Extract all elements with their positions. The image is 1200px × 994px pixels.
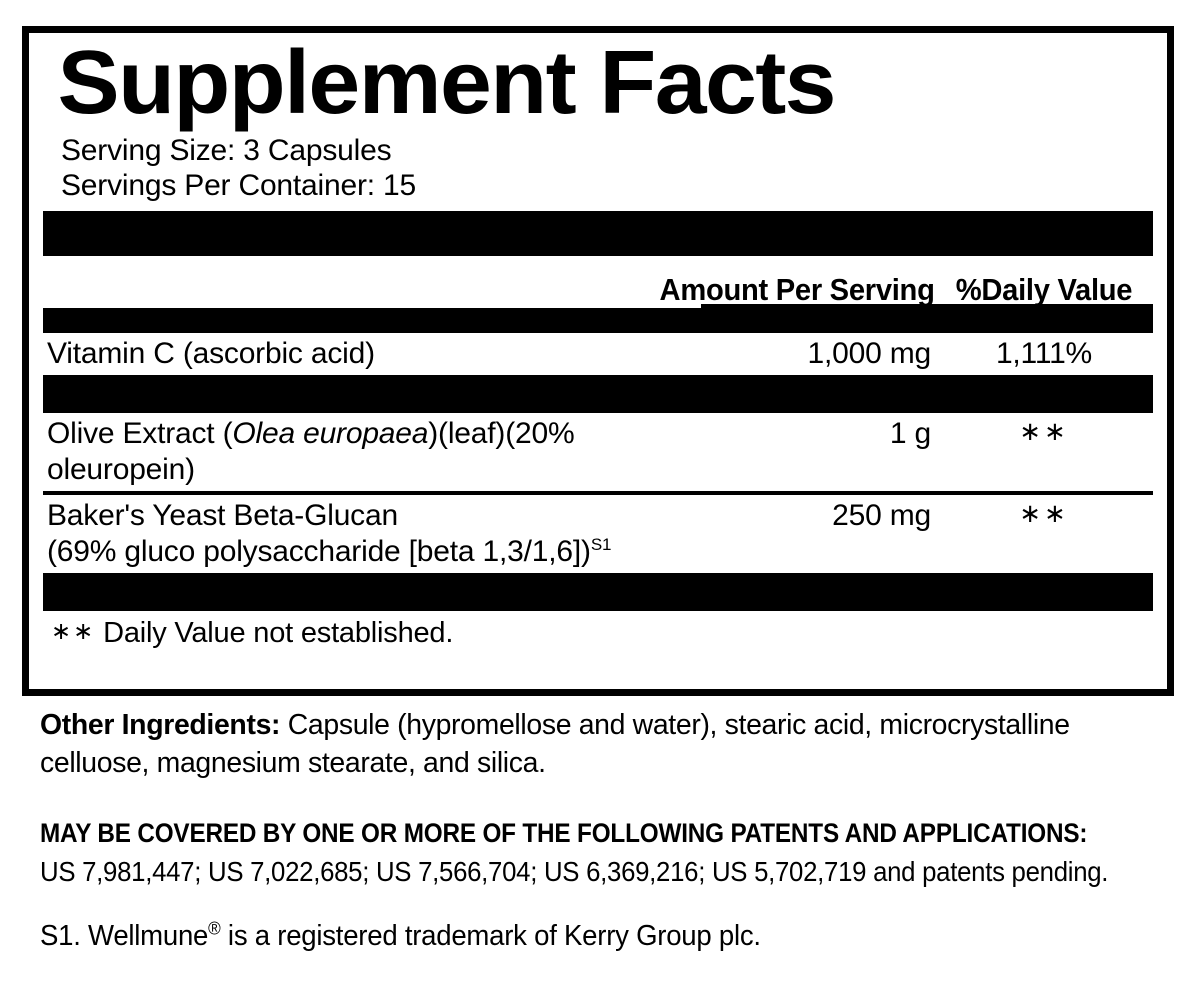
beta-glucan-line1: Baker's Yeast Beta-Glucan	[47, 499, 398, 533]
serving-size: Serving Size: 3 Capsules	[61, 134, 392, 168]
panel-title: Supplement Facts	[57, 33, 836, 133]
trademark-prefix: S1. Wellmune	[40, 919, 209, 952]
supplement-facts-panel: Supplement Facts Serving Size: 3 Capsule…	[22, 26, 1174, 696]
daily-value-stars: ∗∗	[1019, 416, 1069, 447]
column-header-rule	[701, 304, 1153, 309]
footnote-text: Daily Value not established.	[103, 617, 454, 650]
serving-info: Serving Size: 3 Capsules Servings Per Co…	[43, 127, 1153, 203]
amount-per-serving-header: Amount Per Serving	[659, 272, 935, 308]
table-row: Olive Extract (Olea europaea)(leaf)(20% …	[43, 413, 1153, 491]
nutrient-amount: 1 g	[889, 417, 931, 451]
beta-glucan-detail: (69% gluco polysaccharide [beta 1,3/1,6]…	[47, 535, 591, 569]
footnote-stars: ∗∗	[51, 618, 96, 646]
divider-bar-bottom	[43, 573, 1153, 612]
below-panel-content: Other Ingredients: Capsule (hypromellose…	[40, 706, 1180, 953]
trademark-notice: S1. Wellmune® is a registered trademark …	[40, 919, 1123, 954]
nutrient-amount: 250 mg	[832, 499, 931, 533]
daily-value-footnote: ∗∗ Daily Value not established.	[43, 611, 1153, 650]
divider-bar-mid	[43, 375, 1153, 414]
table-row: Baker's Yeast Beta-Glucan (69% gluco pol…	[43, 495, 1153, 573]
olive-extract-suffix: )(leaf)(20% oleuropein)	[47, 417, 575, 487]
nutrient-daily-value: ∗∗	[935, 416, 1153, 452]
beta-glucan-line2: (69% gluco polysaccharide [beta 1,3/1,6]…	[47, 534, 631, 570]
divider-bar-under-header	[43, 308, 1153, 334]
other-ingredients-text: Capsule (hypromellose and water), steari…	[40, 709, 1070, 780]
daily-value-header: %Daily Value	[955, 272, 1133, 308]
nutrient-name: Olive Extract (Olea europaea)(leaf)(20% …	[43, 416, 631, 488]
beta-glucan-footnote-marker: S1	[590, 535, 612, 555]
trademark-suffix: is a registered trademark of Kerry Group…	[220, 919, 761, 952]
olive-extract-prefix: Olive Extract (	[47, 417, 233, 451]
other-ingredients: Other Ingredients: Capsule (hypromellose…	[40, 706, 1157, 783]
other-ingredients-heading: Other Ingredients:	[40, 709, 281, 741]
nutrient-amount: 1,000 mg	[807, 337, 932, 371]
row-divider-rule	[43, 491, 1153, 496]
divider-bar-top	[43, 211, 1153, 257]
nutrient-name: Vitamin C (ascorbic acid)	[47, 337, 375, 371]
patents-heading: MAY BE COVERED BY ONE OR MORE OF THE FOL…	[40, 817, 1088, 848]
nutrient-daily-value: ∗∗	[935, 498, 1153, 534]
table-row: Vitamin C (ascorbic acid) 1,000 mg 1,111…	[43, 333, 1153, 375]
patents-list: US 7,981,447; US 7,022,685; US 7,566,704…	[40, 855, 1109, 887]
daily-value-stars: ∗∗	[1019, 498, 1069, 529]
nutrient-daily-value: 1,111%	[995, 337, 1093, 371]
registered-mark-icon: ®	[208, 917, 221, 938]
column-header-row: Amount Per Serving %Daily Value	[43, 256, 1153, 309]
servings-per-container: Servings Per Container: 15	[61, 169, 416, 203]
olive-extract-latin-name: Olea europaea	[232, 417, 429, 451]
nutrient-name: Baker's Yeast Beta-Glucan (69% gluco pol…	[43, 498, 631, 570]
